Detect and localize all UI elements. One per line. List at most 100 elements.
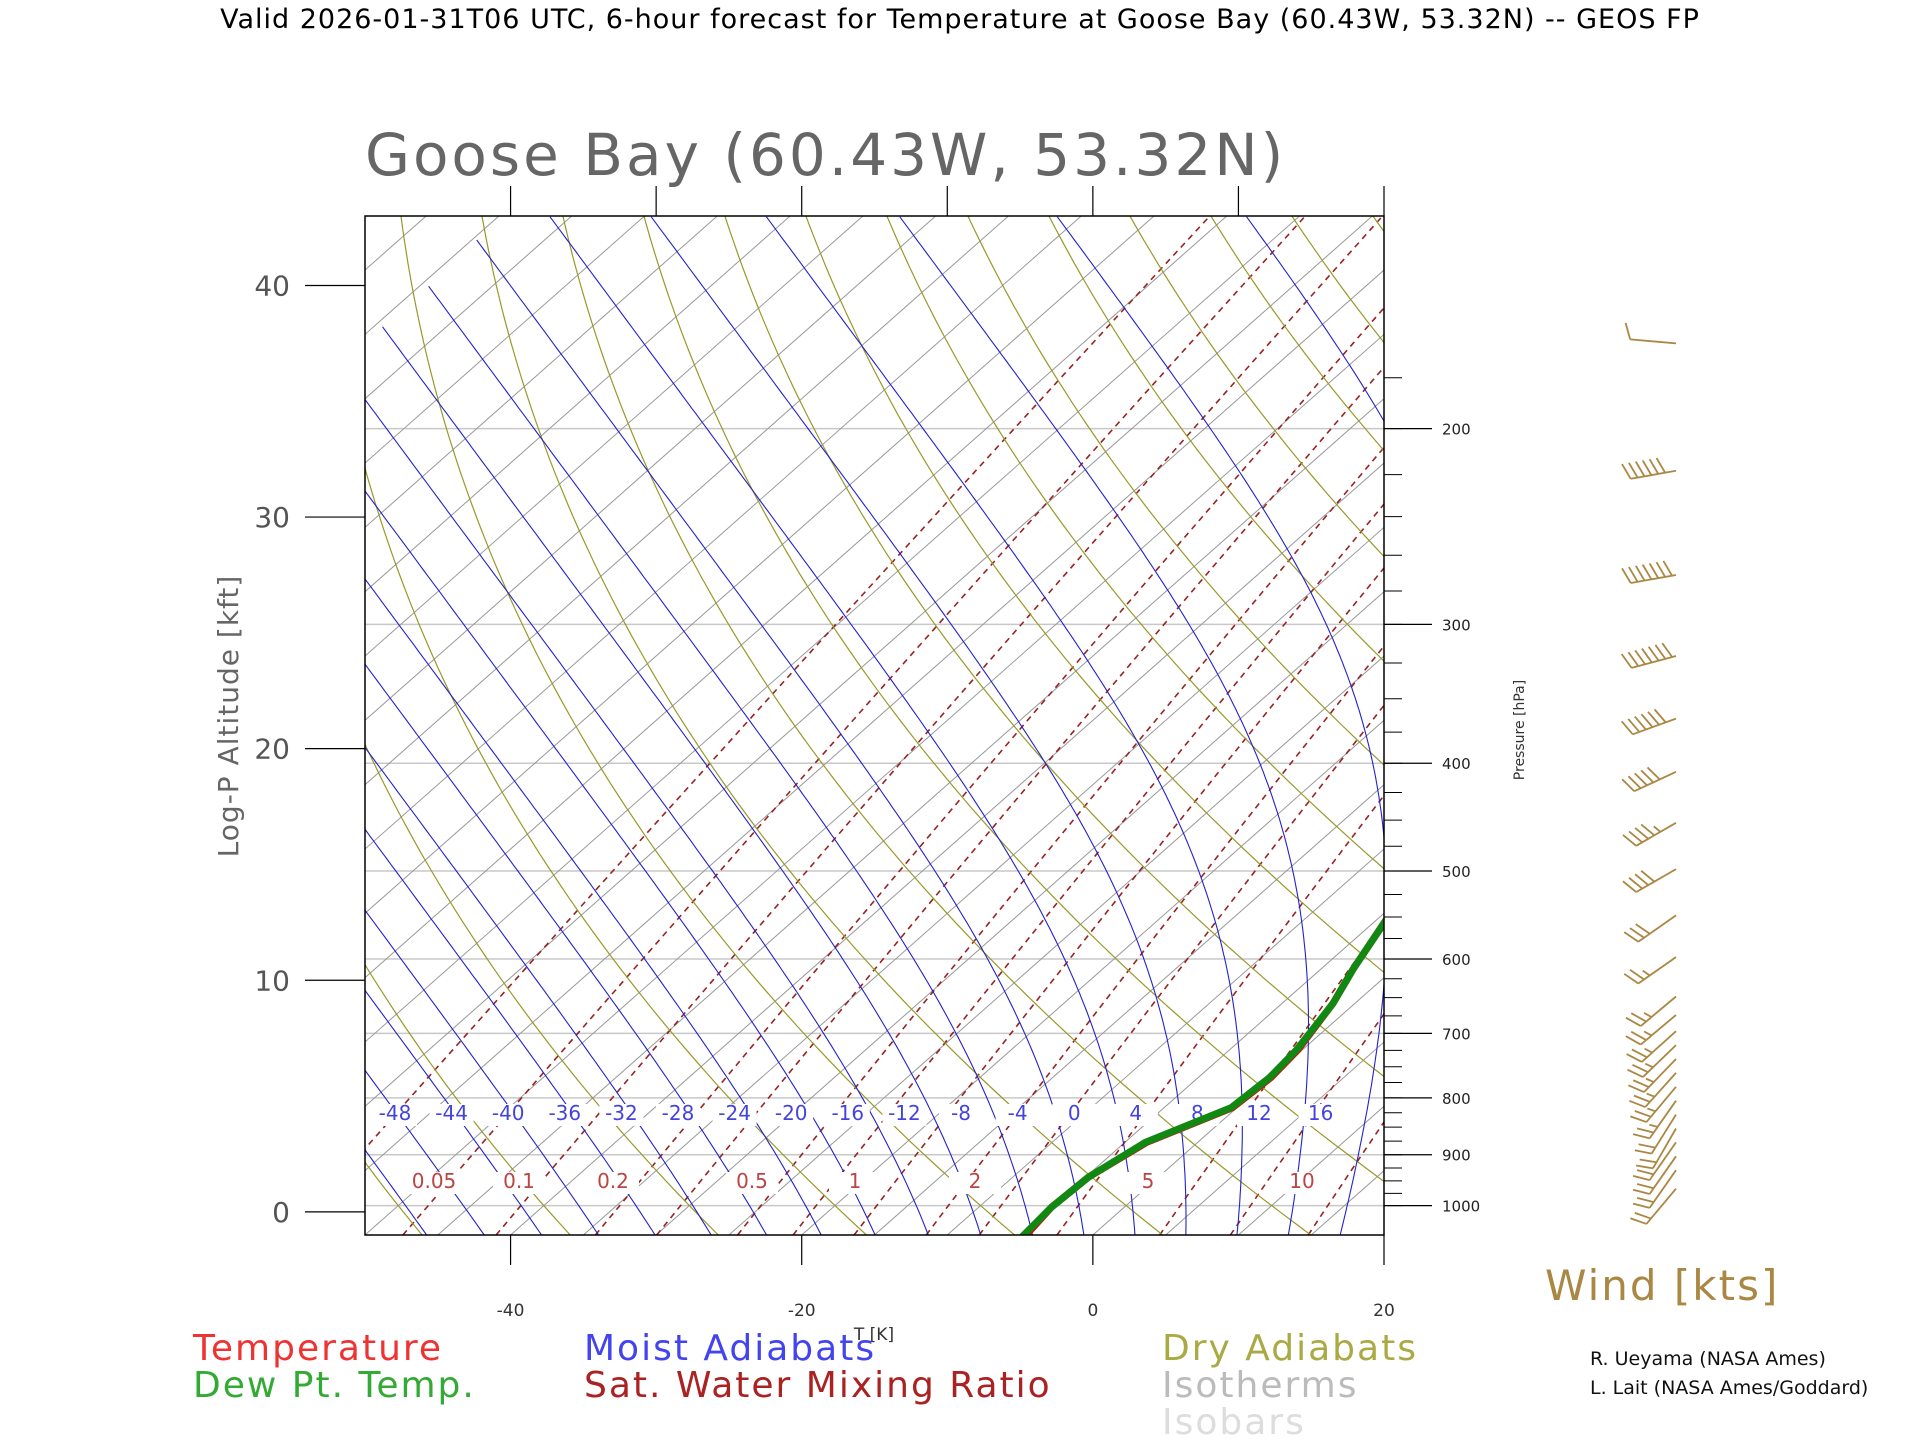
dry-adiabat-line (562, 216, 1312, 1235)
moist-adiabat-label: -12 (888, 1101, 921, 1125)
barb-flag (1634, 715, 1647, 731)
barb-flag (1632, 1188, 1650, 1195)
barb-flag (1631, 1048, 1648, 1059)
barb-half (1643, 1030, 1652, 1037)
barb-flag (1639, 1158, 1657, 1164)
barb-flag (1627, 775, 1642, 789)
wind-barb (1623, 914, 1677, 943)
mixing-ratio-line (1159, 920, 1384, 1235)
barb-shaft (1643, 1058, 1677, 1093)
moist-label-bg (825, 1104, 870, 1126)
barb-flag (1628, 566, 1639, 583)
mixing-ratio-label: 0.2 (597, 1169, 629, 1193)
moist-label-bg (656, 1104, 700, 1126)
legend-dry-adiabats: Dry Adiabats (1162, 1328, 1418, 1369)
wind-barb (1625, 995, 1677, 1027)
wind-barbs (1620, 322, 1677, 1225)
barb-flag (1625, 1016, 1642, 1027)
barb-flag (1624, 322, 1632, 340)
mixing-ratio-line (1056, 794, 1384, 1235)
barb-flag (1653, 708, 1667, 723)
dry-adiabat-line (365, 963, 571, 1235)
pressure-tick-label: 800 (1442, 1090, 1471, 1108)
barb-flag (1627, 651, 1640, 667)
barb-flag (1632, 1174, 1650, 1181)
barb-shaft (1635, 822, 1677, 847)
moist-adiabat-line (549, 216, 1136, 1235)
dry-adiabat-line (1210, 216, 1384, 452)
barb-flag (1634, 1149, 1652, 1155)
barb-flag (1640, 823, 1655, 836)
isotherm-line (365, 269, 1384, 1172)
barb-half (1644, 1062, 1654, 1069)
mixing-ratio-line (656, 366, 1384, 1235)
moist-adiabat-line (365, 989, 543, 1235)
dry-adiabat-line (365, 1161, 423, 1235)
x-tick-label: -40 (497, 1301, 525, 1321)
dry-adiabat-line (886, 216, 1384, 870)
barb-flag (1628, 830, 1643, 843)
mixing-ratio-label: 1 (849, 1169, 862, 1193)
wind-barb (1623, 956, 1677, 985)
isotherm-line (874, 784, 1384, 1235)
isotherm-line (365, 333, 1384, 1235)
barb-flag (1641, 648, 1653, 663)
barb-flag (1635, 923, 1651, 935)
isotherm-line (1310, 1170, 1384, 1235)
isotherm-line (1165, 1041, 1384, 1235)
barb-shaft (1630, 338, 1677, 345)
x-tick-label: -20 (788, 1301, 816, 1321)
barb-flag (1628, 1084, 1645, 1093)
isotherm-line (583, 526, 1384, 1235)
mixing-label-bg (829, 1172, 881, 1194)
moist-label-bg (1237, 1104, 1281, 1126)
legend: Temperature Dew Pt. Temp. Moist Adiabats… (192, 1328, 1418, 1440)
barb-shaft (1631, 655, 1677, 669)
moist-label-bg (542, 1104, 587, 1126)
x-tick-label: 0 (1087, 1301, 1098, 1321)
wind-barb (1628, 1072, 1677, 1108)
moist-label-bg (1052, 1104, 1097, 1126)
mixing-label-bg (408, 1172, 460, 1194)
moist-adiabat-line (650, 216, 1187, 1235)
barb-flag (1638, 1143, 1656, 1149)
moist-adiabat-label: -28 (662, 1101, 695, 1125)
wind-barb (1626, 1030, 1677, 1063)
mixing-ratio-line (978, 704, 1384, 1235)
dry-adiabat-line (1778, 216, 1920, 1235)
isotherm-line (1675, 216, 1920, 1235)
barb-flag (1630, 1217, 1647, 1225)
dry-adiabat-line (365, 466, 867, 1235)
moist-adiabat-label: -20 (775, 1101, 808, 1125)
barb-shaft (1635, 868, 1677, 893)
barb-flag (1629, 927, 1645, 939)
wind-barb (1634, 1114, 1677, 1155)
dry-adiabat-line (967, 216, 1384, 766)
barb-flag (1632, 1079, 1650, 1088)
legend-mixing-ratio: Sat. Water Mixing Ratio (584, 1365, 1052, 1406)
dry-adiabat-line (481, 216, 1164, 1235)
barb-shaft (1640, 1014, 1677, 1046)
moist-label-bg (712, 1104, 757, 1126)
isotherm-line (1530, 216, 1920, 1235)
barb-flag (1634, 772, 1648, 786)
moist-adiabat-line (899, 216, 1310, 1235)
barb-shaft (1637, 914, 1677, 943)
isotherm-line (365, 216, 718, 529)
mixing-ratio-label: 0.5 (736, 1169, 768, 1193)
moist-adiabat-line (476, 239, 1085, 1235)
isotherm-line (1092, 977, 1384, 1235)
barb-flag (1655, 457, 1666, 474)
barb-flag (1621, 778, 1635, 792)
isotherm-line (365, 216, 645, 464)
barb-flag (1647, 646, 1660, 662)
moist-label-bg (939, 1104, 983, 1126)
isotherm-line (946, 848, 1384, 1235)
barb-flag (1630, 1115, 1647, 1123)
mixing-ratio-label: 10 (1289, 1169, 1314, 1193)
moist-label-bg (599, 1104, 644, 1126)
barb-flag (1622, 880, 1637, 893)
barb-half (1643, 1012, 1652, 1018)
moist-label-bg (429, 1104, 474, 1126)
isotherm-line (365, 216, 864, 657)
